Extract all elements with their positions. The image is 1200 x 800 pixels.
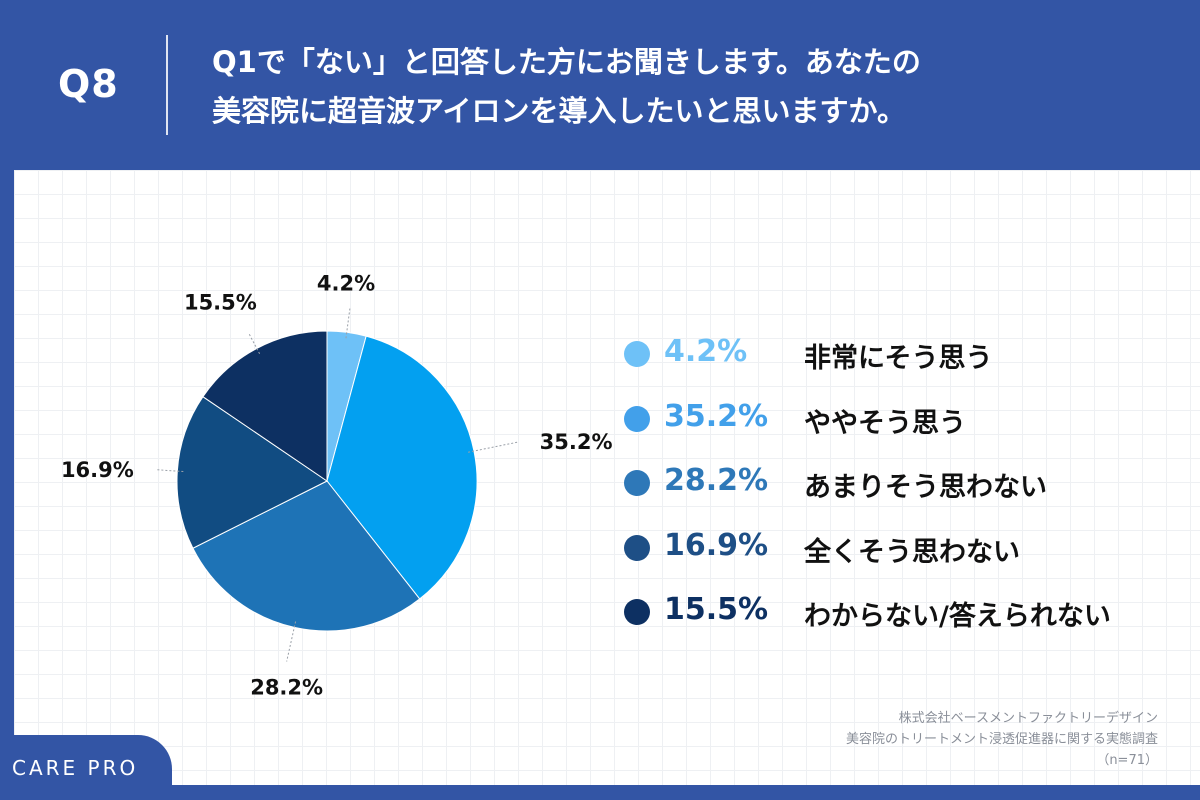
source-company: 株式会社ベースメントファクトリーデザイン: [898, 711, 1158, 726]
legend-swatch: [624, 599, 650, 625]
source-survey: 美容院のトリートメント浸透促進器に関する実態調査: [845, 732, 1158, 747]
label-leader-line: [247, 332, 261, 354]
slice-value-label: 28.2%: [250, 676, 323, 700]
header-divider: [166, 35, 168, 135]
legend-item: 35.2% ややそう思う: [624, 395, 1184, 460]
brand-logo-text: CARE PRO: [12, 756, 139, 780]
legend-label: ややそう思う: [804, 407, 966, 439]
slice-value-label: 15.5%: [184, 291, 257, 315]
question-line-1: Q1で「ない」と回答した方にお聞きします。あなたの: [212, 45, 921, 79]
legend-percent: 16.9%: [664, 527, 769, 563]
legend-percent: 28.2%: [664, 463, 769, 498]
chart-legend: 4.2% 非常にそう思う 35.2% ややそう思う 28.2% あまりそう思わない 16.9…: [624, 330, 1184, 653]
legend-label: 非常にそう思う: [804, 343, 993, 374]
source-sample-size: （n=71）: [1096, 753, 1158, 768]
label-leader-line: [157, 469, 184, 473]
question-number: Q8: [58, 62, 119, 106]
legend-label: あまりそう思わない: [804, 472, 1047, 503]
slice-value-label: 35.2%: [540, 430, 613, 454]
source-note: 株式会社ベースメントファクトリーデザイン 美容院のトリートメント浸透促進器に関す…: [846, 708, 1158, 771]
legend-label: わからない/答えられない: [804, 601, 1111, 632]
legend-item: 4.2% 非常にそう思う: [624, 330, 1184, 395]
label-leader-line: [467, 441, 519, 453]
question-header: Q8 Q1で「ない」と回答した方にお聞きします。あなたの 美容院に超音波アイロン…: [0, 0, 1200, 170]
legend-swatch: [624, 534, 650, 561]
brand-tab: CARE PRO: [0, 735, 172, 793]
label-leader-line: [345, 307, 351, 339]
legend-item: 15.5% わからない/答えられない: [624, 588, 1184, 653]
legend-swatch: [624, 405, 650, 432]
legend-swatch: [624, 341, 650, 367]
label-leader-line: [286, 621, 297, 662]
legend-percent: 15.5%: [664, 592, 769, 627]
legend-swatch: [624, 470, 650, 496]
question-text: Q1で「ない」と回答した方にお聞きします。あなたの 美容院に超音波アイロンを導入…: [212, 38, 1172, 136]
legend-item: 28.2% あまりそう思わない: [624, 459, 1184, 524]
legend-item: 16.9% 全くそう思わない: [624, 524, 1184, 589]
slice-value-label: 4.2%: [317, 272, 375, 296]
legend-label: 全くそう思わない: [804, 536, 1020, 568]
slice-value-label: 16.9%: [61, 458, 134, 482]
legend-percent: 35.2%: [664, 398, 769, 434]
legend-percent: 4.2%: [664, 334, 748, 369]
question-line-2: 美容院に超音波アイロンを導入したいと思いますか。: [212, 94, 906, 128]
